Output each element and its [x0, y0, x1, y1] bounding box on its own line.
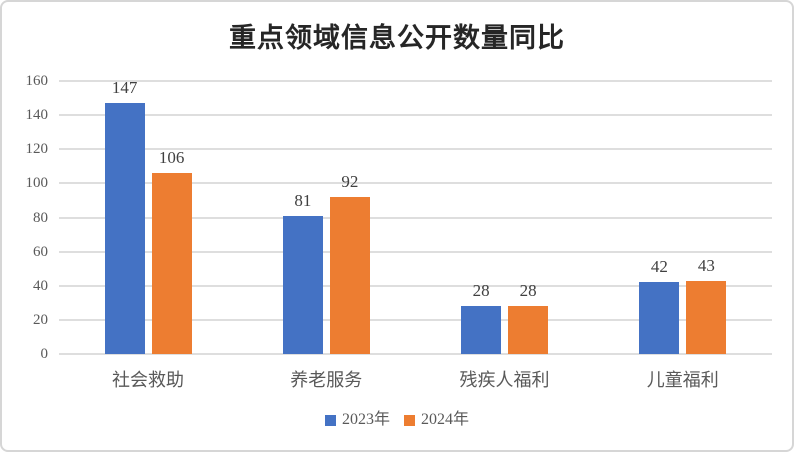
gridline	[59, 284, 772, 287]
gridline	[59, 216, 772, 219]
bar-2024年	[686, 280, 727, 354]
bar-2024年	[508, 306, 549, 354]
y-axis-tick-label: 60	[33, 243, 48, 260]
gridline	[59, 250, 772, 253]
bar-2023年	[282, 215, 323, 354]
bar-2023年	[104, 103, 145, 354]
chart-title: 重点领域信息公开数量同比	[229, 23, 565, 53]
y-axis-tick-label: 160	[25, 73, 49, 89]
bar-value-label: 106	[158, 148, 185, 168]
y-axis-tick-label: 80	[33, 209, 48, 226]
bar-2023年	[639, 282, 680, 354]
legend-item: 2023年	[324, 411, 390, 428]
y-axis-tick-label: 40	[33, 277, 48, 294]
category-label: 残疾人福利	[459, 370, 550, 390]
category-label: 养老服务	[290, 370, 363, 390]
bar-value-label: 28	[519, 281, 537, 301]
gridline	[59, 114, 772, 117]
legend: 2023年 2024年	[2, 412, 792, 428]
y-axis-tick-label: 120	[25, 141, 49, 158]
y-axis-tick-label: 0	[40, 346, 49, 362]
gridline	[59, 148, 772, 151]
gridline	[59, 353, 772, 355]
plot-area: 147 106 社会救助 81 92 养老服务 28 28 残疾人福利 42 43 儿童福利	[59, 78, 772, 390]
category-label: 社会救助	[112, 370, 184, 390]
category-label: 儿童福利	[646, 370, 719, 390]
bar-value-label: 92	[341, 172, 359, 192]
bar-2023年	[461, 306, 502, 354]
legend-swatch-icon	[324, 414, 336, 426]
bar-2024年	[329, 197, 370, 354]
gridline	[59, 182, 772, 185]
bar-value-label: 81	[294, 190, 312, 210]
gridline	[59, 80, 772, 82]
bar-value-label: 147	[111, 78, 138, 98]
y-axis-tick-label: 20	[33, 311, 48, 328]
bar-value-label: 42	[650, 257, 668, 277]
legend-label: 2024年	[421, 411, 470, 428]
bar-value-label: 28	[472, 281, 490, 301]
legend-label: 2023年	[341, 411, 390, 428]
bar-2024年	[151, 173, 192, 354]
y-axis-tick-label: 100	[25, 175, 49, 192]
bar-value-label: 43	[697, 255, 715, 275]
y-axis-tick-label: 140	[25, 107, 49, 124]
legend-swatch-icon	[404, 414, 415, 426]
gridline	[59, 318, 772, 321]
legend-item: 2024年	[404, 412, 469, 428]
